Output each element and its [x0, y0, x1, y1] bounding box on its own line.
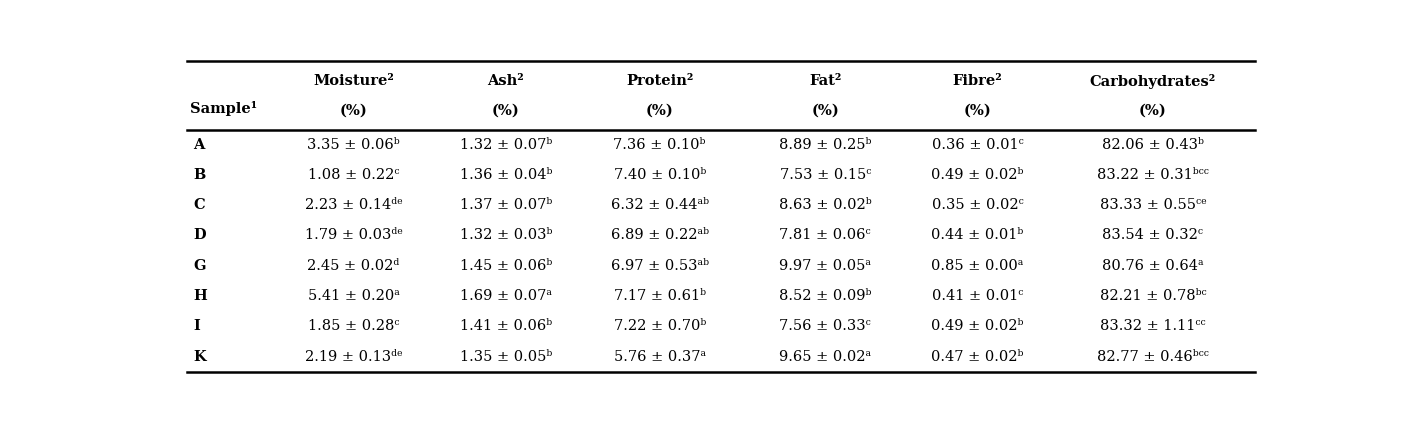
Text: (%): (%) [812, 103, 839, 117]
Text: 1.37 ± 0.07ᵇ: 1.37 ± 0.07ᵇ [460, 198, 552, 212]
Text: 1.69 ± 0.07ᵃ: 1.69 ± 0.07ᵃ [460, 289, 552, 303]
Text: 7.17 ± 0.61ᵇ: 7.17 ± 0.61ᵇ [613, 289, 706, 303]
Text: 7.56 ± 0.33ᶜ: 7.56 ± 0.33ᶜ [779, 319, 871, 333]
Text: 0.85 ± 0.00ᵃ: 0.85 ± 0.00ᵃ [931, 259, 1024, 273]
Text: 0.49 ± 0.02ᵇ: 0.49 ± 0.02ᵇ [931, 319, 1024, 333]
Text: C: C [193, 198, 205, 212]
Text: A: A [193, 138, 204, 152]
Text: Moisture²: Moisture² [314, 74, 394, 88]
Text: (%): (%) [1140, 103, 1166, 117]
Text: 5.76 ± 0.37ᵃ: 5.76 ± 0.37ᵃ [613, 350, 706, 363]
Text: Ash²: Ash² [487, 74, 523, 88]
Text: 83.22 ± 0.31ᵇᶜᶜ: 83.22 ± 0.31ᵇᶜᶜ [1097, 168, 1209, 182]
Text: I: I [193, 319, 200, 333]
Text: 2.23 ± 0.14ᵈᵉ: 2.23 ± 0.14ᵈᵉ [305, 198, 402, 212]
Text: 1.85 ± 0.28ᶜ: 1.85 ± 0.28ᶜ [308, 319, 400, 333]
Text: 7.22 ± 0.70ᵇ: 7.22 ± 0.70ᵇ [613, 319, 706, 333]
Text: 1.35 ± 0.05ᵇ: 1.35 ± 0.05ᵇ [460, 350, 552, 363]
Text: 2.19 ± 0.13ᵈᵉ: 2.19 ± 0.13ᵈᵉ [305, 350, 402, 363]
Text: 0.49 ± 0.02ᵇ: 0.49 ± 0.02ᵇ [931, 168, 1024, 182]
Text: (%): (%) [646, 103, 674, 117]
Text: Protein²: Protein² [626, 74, 694, 88]
Text: 8.52 ± 0.09ᵇ: 8.52 ± 0.09ᵇ [779, 289, 871, 303]
Text: K: K [193, 350, 205, 363]
Text: 1.08 ± 0.22ᶜ: 1.08 ± 0.22ᶜ [308, 168, 400, 182]
Text: 2.45 ± 0.02ᵈ: 2.45 ± 0.02ᵈ [308, 259, 400, 273]
Text: B: B [193, 168, 205, 182]
Text: 0.36 ± 0.01ᶜ: 0.36 ± 0.01ᶜ [931, 138, 1023, 152]
Text: 0.44 ± 0.01ᵇ: 0.44 ± 0.01ᵇ [931, 229, 1023, 243]
Text: 7.36 ± 0.10ᵇ: 7.36 ± 0.10ᵇ [613, 138, 706, 152]
Text: 6.97 ± 0.53ᵃᵇ: 6.97 ± 0.53ᵃᵇ [611, 259, 709, 273]
Text: 83.32 ± 1.11ᶜᶜ: 83.32 ± 1.11ᶜᶜ [1100, 319, 1206, 333]
Text: Fibre²: Fibre² [953, 74, 1002, 88]
Text: 6.32 ± 0.44ᵃᵇ: 6.32 ± 0.44ᵃᵇ [611, 198, 709, 212]
Text: 80.76 ± 0.64ᵃ: 80.76 ± 0.64ᵃ [1102, 259, 1204, 273]
Text: 8.63 ± 0.02ᵇ: 8.63 ± 0.02ᵇ [779, 198, 871, 212]
Text: 1.79 ± 0.03ᵈᵉ: 1.79 ± 0.03ᵈᵉ [305, 229, 402, 243]
Text: 1.32 ± 0.07ᵇ: 1.32 ± 0.07ᵇ [460, 138, 552, 152]
Text: 1.36 ± 0.04ᵇ: 1.36 ± 0.04ᵇ [460, 168, 552, 182]
Text: 82.21 ± 0.78ᵇᶜ: 82.21 ± 0.78ᵇᶜ [1100, 289, 1206, 303]
Text: 7.40 ± 0.10ᵇ: 7.40 ± 0.10ᵇ [613, 168, 706, 182]
Text: 0.35 ± 0.02ᶜ: 0.35 ± 0.02ᶜ [931, 198, 1023, 212]
Text: 1.32 ± 0.03ᵇ: 1.32 ± 0.03ᵇ [460, 229, 552, 243]
Text: 3.35 ± 0.06ᵇ: 3.35 ± 0.06ᵇ [307, 138, 400, 152]
Text: 9.65 ± 0.02ᵃ: 9.65 ± 0.02ᵃ [779, 350, 871, 363]
Text: Fat²: Fat² [809, 74, 841, 88]
Text: 7.53 ± 0.15ᶜ: 7.53 ± 0.15ᶜ [779, 168, 871, 182]
Text: 7.81 ± 0.06ᶜ: 7.81 ± 0.06ᶜ [779, 229, 871, 243]
Text: 5.41 ± 0.20ᵃ: 5.41 ± 0.20ᵃ [308, 289, 400, 303]
Text: Carbohydrates²: Carbohydrates² [1090, 74, 1216, 89]
Text: (%): (%) [964, 103, 992, 117]
Text: 82.06 ± 0.43ᵇ: 82.06 ± 0.43ᵇ [1102, 138, 1204, 152]
Text: 83.33 ± 0.55ᶜᵉ: 83.33 ± 0.55ᶜᵉ [1100, 198, 1206, 212]
Text: 0.47 ± 0.02ᵇ: 0.47 ± 0.02ᵇ [931, 350, 1024, 363]
Text: Sample¹: Sample¹ [190, 102, 257, 116]
Text: 9.97 ± 0.05ᵃ: 9.97 ± 0.05ᵃ [779, 259, 871, 273]
Text: H: H [193, 289, 207, 303]
Text: (%): (%) [492, 103, 519, 117]
Text: 0.41 ± 0.01ᶜ: 0.41 ± 0.01ᶜ [931, 289, 1023, 303]
Text: G: G [193, 259, 205, 273]
Text: 1.41 ± 0.06ᵇ: 1.41 ± 0.06ᵇ [460, 319, 552, 333]
Text: D: D [193, 229, 205, 243]
Text: 1.45 ± 0.06ᵇ: 1.45 ± 0.06ᵇ [460, 259, 552, 273]
Text: 6.89 ± 0.22ᵃᵇ: 6.89 ± 0.22ᵃᵇ [611, 229, 709, 243]
Text: 83.54 ± 0.32ᶜ: 83.54 ± 0.32ᶜ [1103, 229, 1203, 243]
Text: 82.77 ± 0.46ᵇᶜᶜ: 82.77 ± 0.46ᵇᶜᶜ [1097, 350, 1209, 363]
Text: 8.89 ± 0.25ᵇ: 8.89 ± 0.25ᵇ [779, 138, 871, 152]
Text: (%): (%) [339, 103, 367, 117]
